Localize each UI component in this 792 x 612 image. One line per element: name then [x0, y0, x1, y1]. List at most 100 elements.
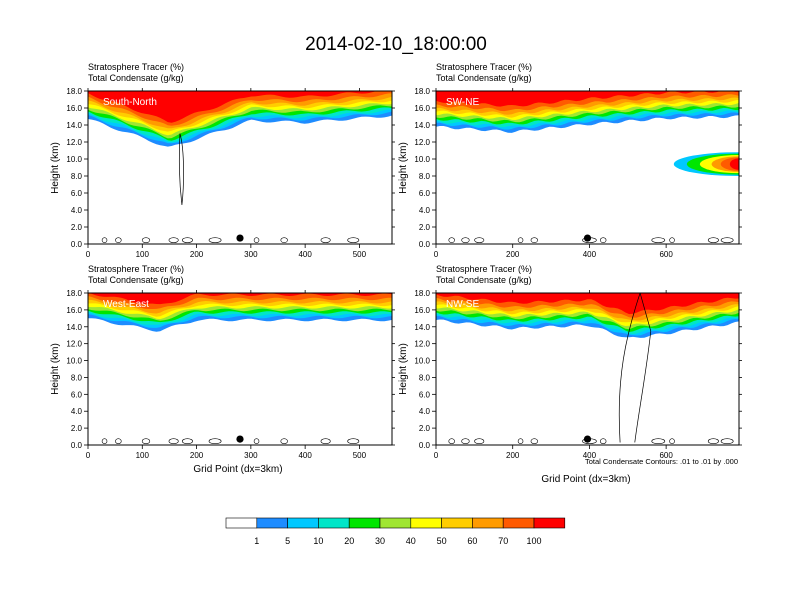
y-axis-label: Height (km): [398, 343, 409, 395]
y-tick-label: 10.0: [66, 357, 82, 366]
y-tick-label: 8.0: [419, 373, 431, 382]
surface-contour: [707, 237, 719, 243]
surface-contour: [168, 438, 179, 445]
surface-contour: [669, 237, 675, 243]
surface-contour: [448, 438, 455, 445]
panel-header-condensate: Total Condensate (g/kg): [436, 73, 532, 83]
surface-contour: [253, 438, 260, 445]
colorbar-label: 1: [254, 536, 259, 546]
surface-contour: [599, 237, 607, 243]
plot-fill-layer: [436, 293, 739, 445]
plot-fill-layer: [88, 293, 392, 445]
x-tick-label: 100: [136, 451, 150, 460]
y-tick-label: 18.0: [414, 87, 430, 96]
x-tick-label: 0: [434, 451, 439, 460]
x-tick-label: 400: [583, 451, 597, 460]
x-tick-label: 600: [659, 451, 673, 460]
colorbar-swatch: [318, 517, 350, 529]
y-tick-label: 8.0: [71, 373, 83, 382]
panel-south-north: Stratosphere Tracer (%) Total Condensate…: [50, 62, 395, 259]
panel-west-east: Stratosphere Tracer (%) Total Condensate…: [50, 264, 395, 475]
x-tick-label: 100: [136, 250, 150, 259]
x-tick-label: 600: [659, 250, 673, 259]
colorbar-swatch: [256, 517, 288, 529]
colorbar-swatch: [379, 517, 412, 529]
surface-contour: [474, 438, 485, 445]
surface-contour: [599, 438, 607, 445]
y-tick-label: 18.0: [414, 289, 430, 298]
contour-footnote: Total Condensate Contours: .01 to .01 by…: [585, 457, 738, 466]
y-tick-label: 18.0: [66, 87, 82, 96]
y-tick-label: 4.0: [71, 407, 83, 416]
surface-contour: [181, 438, 193, 445]
panel-header-condensate: Total Condensate (g/kg): [88, 275, 184, 285]
panel-label: SW-NE: [446, 97, 479, 108]
panel-sw-ne: Stratosphere Tracer (%) Total Condensate…: [398, 62, 742, 259]
tracer-band: [88, 91, 392, 123]
location-marker: [583, 435, 592, 443]
surface-contour: [115, 438, 122, 445]
y-axis-label: Height (km): [50, 142, 61, 194]
colorbar-label: 50: [437, 536, 447, 546]
surface-contour: [651, 237, 666, 243]
tracer-band: [436, 91, 739, 107]
y-tick-label: 8.0: [71, 172, 83, 181]
surface-contour: [651, 438, 666, 445]
colorbar-label: 70: [498, 536, 508, 546]
plot-frame: [435, 292, 740, 446]
panel-header-tracer: Stratosphere Tracer (%): [88, 62, 184, 72]
surface-contour: [168, 237, 179, 243]
x-tick-label: 300: [244, 250, 258, 259]
panel-label: NW-SE: [446, 299, 479, 310]
surface-contour: [530, 438, 538, 445]
surface-contour: [669, 438, 675, 445]
x-axis-label: Grid Point (dx=3km): [541, 474, 630, 485]
colorbar-swatch: [287, 517, 319, 529]
y-tick-label: 0.0: [419, 441, 431, 450]
tracer-band: [436, 293, 739, 315]
colorbar-label: 5: [285, 536, 290, 546]
plot-frame: [435, 90, 740, 245]
colorbar-swatch: [533, 517, 566, 529]
panel-header-tracer: Stratosphere Tracer (%): [88, 264, 184, 274]
surface-contour: [208, 237, 222, 243]
plot-area: 0.0 2.0 4.0 6.0 8.0 10.0 12.0 14.0 16.0 18.0 0 200 4…: [414, 289, 742, 460]
colorbar-label: 20: [344, 536, 354, 546]
tracer-intrusion: [729, 158, 739, 170]
y-tick-label: 2.0: [71, 424, 83, 433]
panel-label: West-East: [103, 299, 149, 310]
y-tick-label: 12.0: [66, 340, 82, 349]
y-tick-label: 16.0: [414, 104, 430, 113]
location-marker: [236, 234, 244, 242]
surface-contour: [347, 438, 360, 445]
location-marker: [236, 435, 244, 443]
x-tick-label: 400: [298, 250, 312, 259]
surface-contour: [141, 438, 151, 445]
surface-contour: [320, 438, 331, 445]
panel-header-tracer: Stratosphere Tracer (%): [436, 62, 532, 72]
y-axis-label: Height (km): [398, 142, 409, 194]
colorbar-swatch: [410, 517, 442, 529]
plot-frame: [87, 90, 393, 245]
surface-contour: [115, 237, 122, 243]
y-tick-label: 4.0: [419, 407, 431, 416]
y-tick-label: 14.0: [414, 323, 430, 332]
x-tick-label: 0: [86, 451, 91, 460]
y-tick-label: 14.0: [66, 121, 82, 130]
colorbar-swatch: [502, 517, 535, 529]
y-tick-label: 2.0: [419, 424, 431, 433]
x-tick-label: 400: [583, 250, 597, 259]
colorbar-swatch: [441, 517, 473, 529]
surface-contour: [208, 438, 222, 445]
panel-label: South-North: [103, 97, 157, 108]
colorbar-label: 10: [313, 536, 323, 546]
surface-contour: [280, 438, 288, 445]
colorbar-label: 60: [467, 536, 477, 546]
surface-contour: [461, 237, 470, 243]
surface-contour: [101, 237, 108, 243]
colorbar-label: 30: [375, 536, 385, 546]
colorbar: 1 5 10 20 30 40 50 60 70 100: [225, 517, 566, 546]
plot-fill-layer: [88, 91, 392, 244]
y-tick-label: 0.0: [71, 441, 83, 450]
y-tick-label: 6.0: [71, 189, 83, 198]
